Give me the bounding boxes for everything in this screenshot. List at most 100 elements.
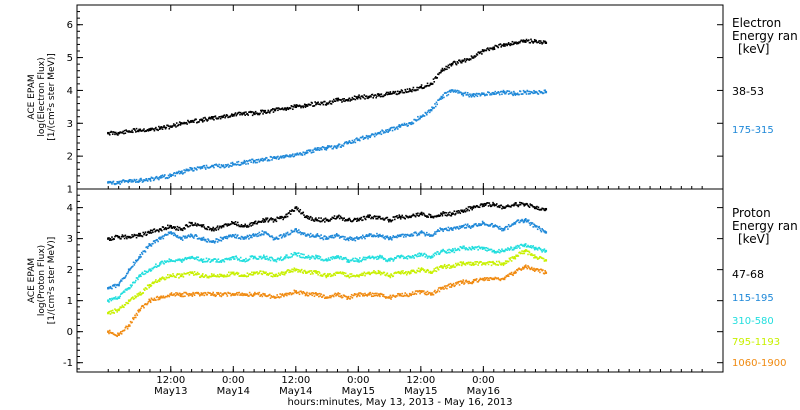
proton-trace-dot [334, 274, 337, 276]
proton-trace-dot [298, 254, 301, 257]
proton-trace-dot [325, 276, 328, 279]
electron-trace-dot [236, 163, 239, 166]
proton-trace-dot [152, 231, 154, 234]
proton-trace-dot [155, 263, 157, 266]
electron-trace-dot [485, 49, 488, 52]
proton-trace-dot [267, 233, 270, 235]
electron-trace-dot [171, 126, 174, 128]
electron-trace-dot [443, 69, 445, 72]
electron-trace-dot [341, 98, 344, 100]
proton-trace-dot [500, 250, 503, 253]
proton-trace-dot [386, 272, 389, 275]
electron-trace-dot [405, 90, 407, 93]
proton-trace-dot [317, 257, 319, 260]
proton-data-point [325, 274, 329, 278]
proton-trace-dot [454, 226, 456, 229]
proton-trace-dot [324, 297, 326, 300]
electron-trace-dot [475, 92, 478, 95]
electron-trace-dot [203, 164, 206, 167]
proton-trace-dot [433, 290, 436, 293]
electron-trace-dot [404, 88, 407, 91]
proton-trace-dot [445, 212, 447, 214]
electron-trace-dot [502, 45, 505, 47]
electron-trace-dot [137, 181, 140, 183]
proton-trace-dot [295, 206, 298, 208]
proton-trace-dot [538, 225, 540, 228]
electron-trace-dot [539, 42, 541, 45]
electron-data-point [409, 122, 412, 125]
proton-trace-dot [123, 277, 126, 280]
electron-trace-dot [349, 141, 351, 144]
proton-trace-dot [411, 269, 413, 272]
electron-trace-dot [161, 174, 164, 177]
electron-trace-dot [449, 89, 451, 92]
proton-trace-dot [376, 255, 379, 258]
proton-trace-dot [246, 224, 249, 227]
electron-trace-dot [376, 95, 378, 97]
proton-trace-dot [178, 294, 180, 296]
proton-trace-dot [538, 257, 540, 259]
proton-trace-dot [263, 233, 265, 236]
proton-trace-dot [464, 210, 467, 213]
proton-trace-dot [396, 234, 399, 237]
proton-trace-dot [139, 253, 142, 256]
proton-trace-dot [542, 230, 545, 232]
proton-trace-dot [324, 275, 327, 277]
proton-trace-dot [324, 272, 326, 275]
electron-trace-dot [174, 175, 177, 177]
electron-trace-dot [108, 132, 110, 135]
electron-trace-dot [303, 151, 305, 154]
electron-trace-dot [296, 152, 299, 155]
electron-trace-dot [405, 124, 407, 126]
proton-trace-dot [377, 236, 380, 238]
electron-data-point [346, 99, 350, 102]
proton-trace-dot [530, 204, 533, 206]
proton-trace-dot [161, 296, 164, 299]
electron-trace-dot [472, 56, 475, 59]
proton-trace-dot [356, 220, 358, 222]
proton-trace-dot [502, 264, 505, 267]
proton-trace-dot [166, 276, 168, 279]
electron-trace-dot [341, 101, 343, 103]
proton-trace-dot [308, 256, 311, 258]
electron-trace-dot [227, 163, 229, 166]
proton-trace-dot [528, 267, 531, 269]
proton-trace-dot [344, 220, 346, 222]
xtick-date-label: May16 [467, 386, 500, 397]
proton-trace-dot [457, 209, 460, 212]
proton-trace-dot [464, 264, 467, 266]
proton-trace-dot [339, 215, 342, 218]
proton-trace-dot [381, 255, 383, 258]
proton-trace-dot [466, 223, 469, 226]
proton-trace-dot [475, 263, 477, 265]
proton-trace-dot [302, 256, 305, 259]
proton-trace-dot [389, 294, 392, 297]
proton-data-point [159, 237, 162, 240]
proton-trace-dot [493, 225, 496, 228]
electron-trace-dot [348, 140, 351, 142]
electron-trace-dot [539, 40, 542, 42]
proton-trace-dot [178, 259, 180, 261]
proton-trace-dot [460, 280, 462, 282]
proton-trace-dot [186, 224, 188, 227]
proton-trace-dot [265, 273, 268, 276]
proton-trace-dot [384, 296, 386, 298]
proton-trace-dot [327, 257, 330, 259]
proton-trace-dot [425, 215, 427, 217]
proton-trace-dot [271, 256, 273, 259]
proton-trace-dot [444, 265, 447, 268]
proton-trace-dot [318, 255, 320, 257]
proton-trace-dot [456, 249, 459, 251]
proton-trace-dot [372, 295, 375, 297]
proton-trace-dot [435, 253, 438, 256]
proton-trace-dot [395, 235, 398, 238]
proton-trace-dot [274, 259, 277, 262]
proton-trace-dot [204, 275, 206, 277]
proton-trace-dot [446, 265, 448, 267]
proton-trace-dot [471, 245, 473, 248]
proton-trace-dot [111, 297, 113, 300]
proton-trace-dot [206, 293, 209, 296]
proton-trace-dot [111, 236, 113, 238]
electron-trace-dot [294, 104, 296, 107]
proton-trace-dot [481, 248, 484, 250]
